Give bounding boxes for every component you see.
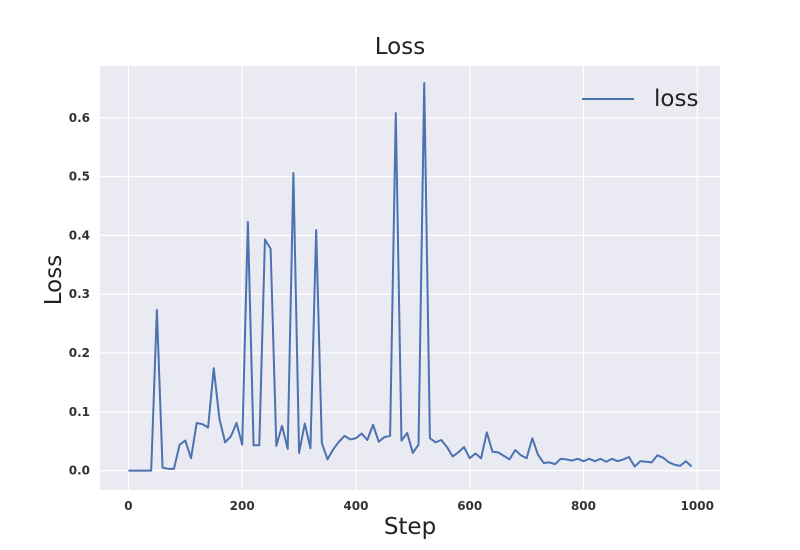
x-axis-label: Step [383,514,437,540]
tick-labels: 0 200 400 600 800 1000 0.0 0.1 0.2 0.3 0.4 0.5 0.6 [69,111,714,513]
x-tick-label: 800 [571,499,596,513]
y-axis-label: Loss [41,254,67,306]
x-tick-label: 400 [343,499,368,513]
legend-label: loss [654,86,699,112]
y-tick-label: 0.1 [69,405,90,419]
x-tick-label: 200 [230,499,255,513]
y-tick-label: 0.0 [69,464,90,478]
y-tick-label: 0.2 [69,346,90,360]
series-line-loss [128,82,693,472]
chart-title: Loss [374,34,426,60]
legend-line-swatch [582,98,634,100]
x-tick-label: 600 [457,499,482,513]
series-layer [128,82,693,472]
y-tick-label: 0.4 [69,228,90,242]
x-tick-label: 0 [124,499,132,513]
y-tick-label: 0.5 [69,170,90,184]
x-tick-label: 1000 [681,499,714,513]
y-tick-label: 0.6 [69,111,90,125]
plot-area [100,66,720,490]
grid [100,66,720,490]
y-tick-label: 0.3 [69,287,90,301]
legend: loss [582,84,698,114]
